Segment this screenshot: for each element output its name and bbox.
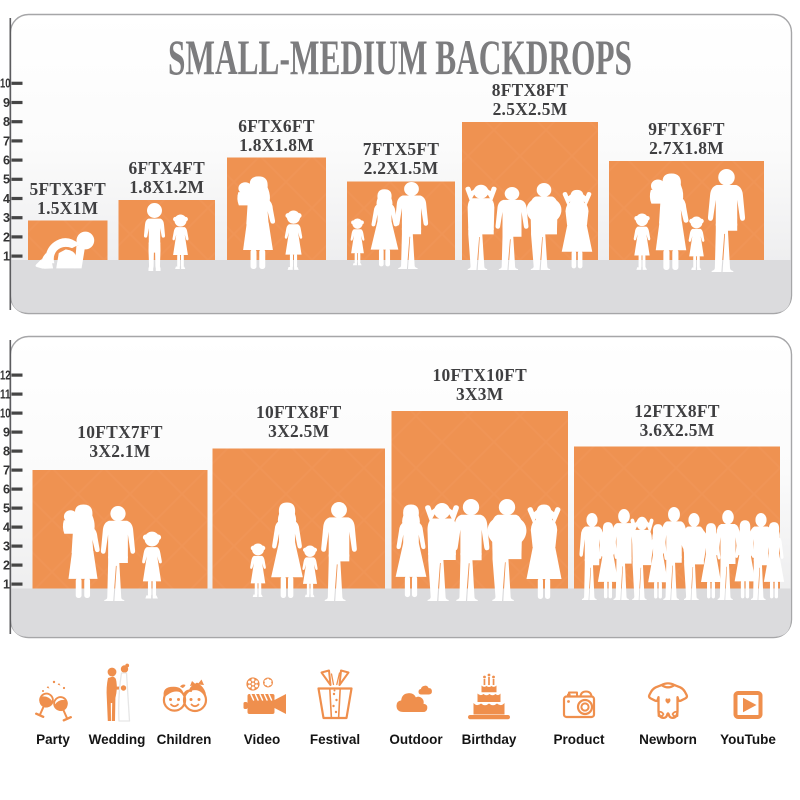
svg-text:5: 5 xyxy=(3,173,10,187)
svg-text:5: 5 xyxy=(3,502,10,516)
svg-text:2: 2 xyxy=(3,230,10,244)
svg-text:7: 7 xyxy=(3,464,10,478)
svg-text:11: 11 xyxy=(0,388,11,402)
svg-text:10FTX10FT: 10FTX10FT xyxy=(433,365,528,385)
svg-text:3X2.1M: 3X2.1M xyxy=(89,441,150,461)
svg-text:10FTX7FT: 10FTX7FT xyxy=(77,422,163,442)
svg-text:3X2.5M: 3X2.5M xyxy=(268,421,329,441)
svg-text:Children: Children xyxy=(157,732,212,747)
svg-text:10FTX8FT: 10FTX8FT xyxy=(256,402,342,422)
svg-text:8: 8 xyxy=(3,115,10,129)
svg-text:4: 4 xyxy=(3,192,10,206)
svg-text:4: 4 xyxy=(3,521,10,535)
svg-text:1: 1 xyxy=(3,250,10,264)
svg-text:Wedding: Wedding xyxy=(89,732,146,747)
svg-text:Product: Product xyxy=(553,732,605,747)
svg-text:6FTX6FT: 6FTX6FT xyxy=(238,116,315,136)
svg-text:7: 7 xyxy=(3,134,10,148)
svg-text:6: 6 xyxy=(3,483,10,497)
svg-text:2.5X2.5M: 2.5X2.5M xyxy=(493,99,568,119)
svg-text:9FTX6FT: 9FTX6FT xyxy=(648,119,725,139)
svg-text:6FTX4FT: 6FTX4FT xyxy=(129,158,206,178)
svg-text:SMALL-MEDIUM BACKDROPS: SMALL-MEDIUM BACKDROPS xyxy=(168,29,632,85)
svg-text:Video: Video xyxy=(244,732,281,747)
svg-text:Outdoor: Outdoor xyxy=(389,732,443,747)
svg-text:Birthday: Birthday xyxy=(462,732,517,747)
svg-text:12: 12 xyxy=(0,369,11,383)
svg-text:2.2X1.5M: 2.2X1.5M xyxy=(364,158,439,178)
svg-text:Newborn: Newborn xyxy=(639,732,697,747)
svg-text:5FTX3FT: 5FTX3FT xyxy=(30,179,107,199)
svg-text:Party: Party xyxy=(36,732,70,747)
svg-text:10: 10 xyxy=(0,407,11,421)
svg-text:6: 6 xyxy=(3,154,10,168)
svg-text:9: 9 xyxy=(3,426,10,440)
svg-text:1: 1 xyxy=(3,578,10,592)
svg-text:3: 3 xyxy=(3,540,10,554)
svg-text:8FTX8FT: 8FTX8FT xyxy=(492,80,569,100)
svg-text:1.8X1.8M: 1.8X1.8M xyxy=(239,135,314,155)
svg-text:12FTX8FT: 12FTX8FT xyxy=(634,401,720,421)
svg-text:3X3M: 3X3M xyxy=(456,384,504,404)
svg-text:1.8X1.2M: 1.8X1.2M xyxy=(129,177,204,197)
svg-text:Festival: Festival xyxy=(310,732,360,747)
svg-text:YouTube: YouTube xyxy=(720,732,776,747)
svg-text:2.7X1.8M: 2.7X1.8M xyxy=(649,138,724,158)
svg-text:1.5X1M: 1.5X1M xyxy=(37,198,98,218)
svg-text:7FTX5FT: 7FTX5FT xyxy=(363,139,440,159)
svg-text:9: 9 xyxy=(3,96,10,110)
svg-text:2: 2 xyxy=(3,559,10,573)
svg-text:3.6X2.5M: 3.6X2.5M xyxy=(640,420,715,440)
svg-text:10: 10 xyxy=(0,77,11,91)
svg-text:8: 8 xyxy=(3,445,10,459)
svg-text:3: 3 xyxy=(3,211,10,225)
